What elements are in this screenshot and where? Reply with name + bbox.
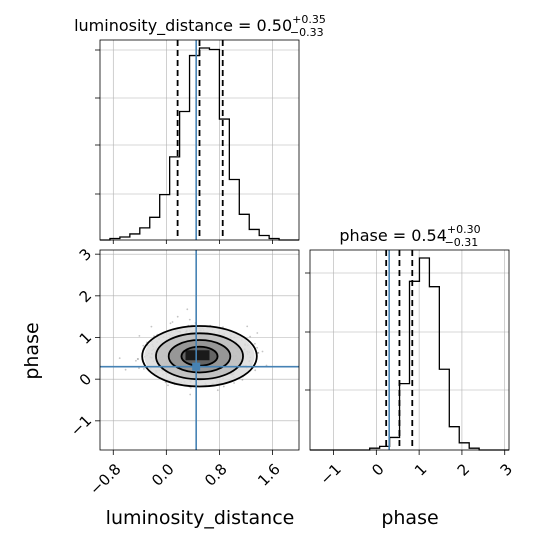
contour-line [141, 325, 258, 388]
scatter-point [233, 382, 236, 384]
tick-label: −1 [316, 460, 344, 488]
scatter-point [222, 385, 225, 388]
scatter-point [137, 358, 140, 360]
scatter-point [150, 325, 153, 328]
scatter-point [261, 350, 264, 353]
scatter-point [136, 358, 139, 360]
quantile-lines [176, 40, 224, 240]
histogram-step [310, 257, 509, 451]
scatter-point [167, 384, 169, 387]
axes-frame [309, 249, 510, 451]
tick-label: 0.0 [148, 460, 178, 490]
axes-frame [99, 249, 300, 451]
scatter-point [186, 308, 189, 311]
truth-lines [100, 250, 299, 450]
scatter-point [135, 359, 137, 362]
tick-label: 3 [497, 460, 516, 479]
contours [141, 325, 258, 388]
scatter-point [256, 346, 258, 349]
tick-label: 0 [76, 370, 95, 389]
tick-label: 1 [76, 328, 95, 347]
contour-line [167, 339, 232, 374]
y-ticks [305, 272, 310, 391]
tick-label: −1 [67, 412, 95, 440]
scatter-point [138, 335, 141, 337]
tick-label: 3 [76, 245, 95, 264]
scatter-point [216, 389, 219, 392]
scatter-point [249, 335, 252, 338]
panel-luminosity-distance-histogram: luminosity_distance = 0.50+0.35 −0.33 [74, 13, 326, 244]
scatter-point [176, 315, 179, 318]
x-axis-label-phase: phase [381, 507, 438, 529]
axes-frame [99, 39, 300, 241]
scatter-point [138, 367, 140, 369]
scatter-point [164, 381, 167, 384]
scatter-point [124, 368, 127, 371]
density-peak [185, 350, 210, 361]
scatter-point [256, 332, 259, 334]
truth-marker [192, 362, 201, 371]
scatter-point [254, 369, 257, 372]
x-axis-label-luminosity-distance: luminosity_distance [106, 507, 295, 529]
title-phase: phase = 0.54+0.30 −0.31 [339, 223, 480, 249]
density-fill [144, 325, 255, 387]
panel-phase-histogram: −1 0 1 2 3 phase = 0.54+0.30 −0.31 [305, 223, 516, 488]
contour-line [155, 332, 244, 381]
y-axis-label-phase: phase [21, 322, 43, 379]
scatter-point [189, 387, 192, 389]
scatter-point [142, 344, 145, 347]
quantile-lines [385, 250, 414, 450]
scatter-point [246, 325, 249, 328]
scatter-point [189, 393, 192, 396]
scatter-point [171, 321, 174, 323]
tick-label: 0.8 [201, 460, 231, 490]
y-ticks: −1 0 1 2 3 [67, 245, 100, 440]
tick-label: −0.8 [86, 460, 124, 498]
scatter-point [257, 352, 260, 354]
scatter-point [169, 322, 172, 325]
scatter-point [118, 357, 121, 359]
scatter-point [257, 351, 259, 354]
panel-2d-density: −0.8 0.0 0.8 1.6 −1 0 1 2 3 [67, 245, 300, 499]
tick-label: 2 [76, 287, 95, 306]
title-luminosity-distance: luminosity_distance = 0.50+0.35 −0.33 [74, 13, 326, 39]
tick-label: 1.6 [254, 460, 284, 490]
tick-label: 0 [368, 460, 387, 479]
tick-label: 1 [411, 460, 430, 479]
histogram [310, 257, 509, 451]
x-ticks: −1 0 1 2 3 [316, 450, 516, 488]
scatter-point [188, 318, 191, 321]
y-ticks [95, 49, 273, 244]
tick-label: 2 [454, 460, 473, 479]
x-ticks: −0.8 0.0 0.8 1.6 [86, 450, 284, 499]
scatter-point [143, 368, 145, 370]
scatter-point [241, 379, 244, 381]
scatter-point [254, 342, 256, 345]
